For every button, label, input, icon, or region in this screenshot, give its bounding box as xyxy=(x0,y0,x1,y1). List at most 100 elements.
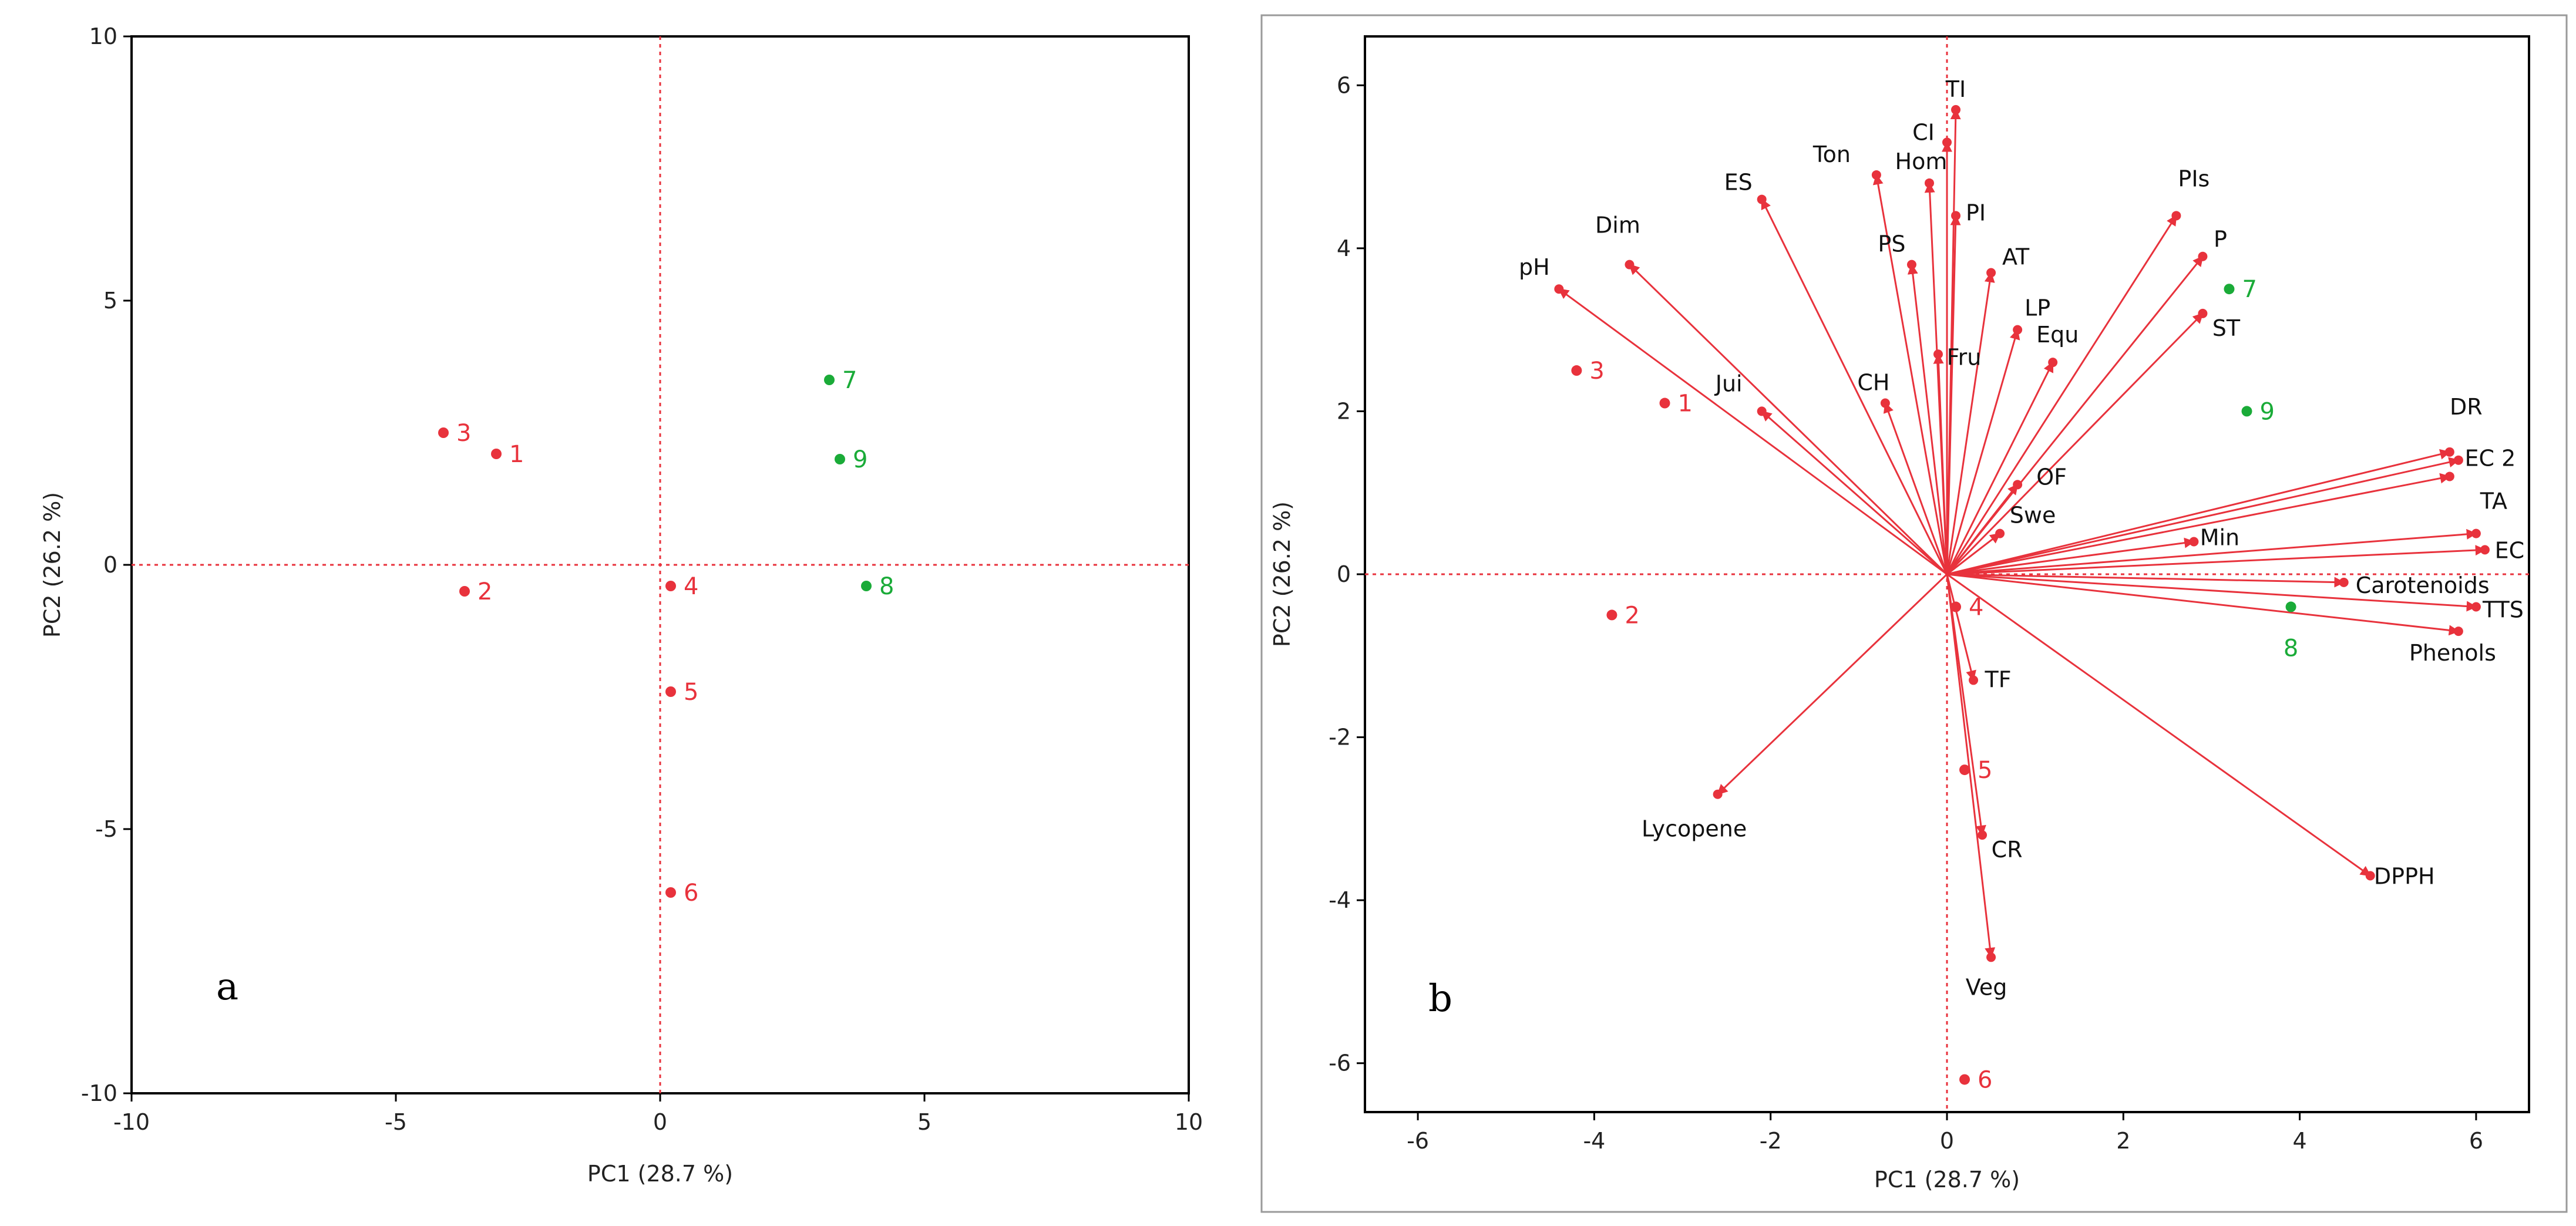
loading-vector-jui xyxy=(1761,410,1948,575)
loading-label-lycopene: Lycopene xyxy=(1642,816,1747,842)
loading-label-at: AT xyxy=(2002,244,2030,270)
sample-point-6 xyxy=(1959,1074,1970,1085)
loading-vector-pi xyxy=(1946,214,1961,575)
loading-vector-dr xyxy=(1946,449,2451,575)
panel-b-y-axis-label: PC2 (26.2 %) xyxy=(1269,501,1295,647)
loading-vector-tip xyxy=(2480,545,2490,555)
loading-label-of: OF xyxy=(2036,464,2067,490)
loading-vector-dpph xyxy=(1946,573,2372,877)
x-tick-label-6: 6 xyxy=(2469,1128,2483,1154)
sample-point-1 xyxy=(491,449,502,459)
sample-label-8: 8 xyxy=(2284,635,2298,662)
x-tick-label-10: 10 xyxy=(1175,1109,1203,1135)
loading-vector-tip xyxy=(1554,284,1564,294)
sample-point-2 xyxy=(1606,609,1617,621)
sample-label-5: 5 xyxy=(1978,757,1992,784)
panel-a-x-axis-ticks: -10 -5 0 5 10 xyxy=(113,1093,1203,1135)
loading-label-tf: TF xyxy=(1985,666,2012,692)
sample-label-9: 9 xyxy=(853,446,867,473)
loading-vector-swe xyxy=(1946,533,2001,575)
loading-vector-ps xyxy=(1907,263,1948,575)
x-tick-label-0: 0 xyxy=(1940,1128,1954,1154)
loading-label-st: ST xyxy=(2212,315,2241,341)
sample-label-1: 1 xyxy=(509,441,524,468)
panel-a-letter: a xyxy=(216,965,238,1009)
loading-vector-tip xyxy=(2198,308,2208,318)
sample-label-3: 3 xyxy=(1589,358,1604,385)
loading-vector-of xyxy=(1946,483,2019,575)
loading-label-dr: DR xyxy=(2450,394,2483,420)
loading-label-ps: PS xyxy=(1878,231,1905,257)
panel-a-origin-lines xyxy=(132,36,1189,1093)
loading-vector-tip xyxy=(2171,211,2181,221)
panel-b-letter: b xyxy=(1428,977,1452,1020)
loading-vector-tip xyxy=(2365,871,2375,881)
loading-vector-lycopene xyxy=(1717,573,1948,795)
loading-label-pi: PI xyxy=(1966,200,1986,225)
sample-point-8 xyxy=(2285,601,2296,612)
y-tick-label-10: -10 xyxy=(81,1080,117,1106)
loading-vector-tip xyxy=(2453,455,2463,465)
panel-b-x-axis-ticks: -6 -4 -2 0 2 4 6 xyxy=(1407,1112,2483,1154)
y-tick-label-5: 5 xyxy=(103,288,117,314)
loading-label-dim: Dim xyxy=(1595,213,1640,238)
loading-vector-tip xyxy=(2471,528,2481,538)
loading-vector-tts xyxy=(1946,573,2477,612)
panel-a-x-axis-label: PC1 (28.7 %) xyxy=(587,1161,733,1187)
loading-vector-tip xyxy=(1924,178,1934,188)
loading-vector-tip xyxy=(1757,406,1767,416)
loading-vector-tip xyxy=(1757,194,1767,204)
loading-vector-tip xyxy=(2189,537,2199,547)
sample-label-3: 3 xyxy=(456,420,471,447)
x-tick-label-2: -2 xyxy=(1760,1128,1782,1154)
panel-b-x-axis-label: PC1 (28.7 %) xyxy=(1874,1167,2020,1193)
loading-vector-tip xyxy=(2013,325,2023,335)
loading-vector-tip xyxy=(2444,471,2454,481)
sample-label-7: 7 xyxy=(842,367,857,394)
sample-label-7: 7 xyxy=(2242,276,2256,303)
loading-label-ci: CI xyxy=(1912,119,1935,145)
loading-vector-tip xyxy=(1951,211,1961,221)
loading-vector-ec xyxy=(1946,545,2486,575)
loading-label-ti: TI xyxy=(1945,76,1966,102)
loading-label-jui: Jui xyxy=(1714,371,1743,396)
x-tick-label-10: -10 xyxy=(113,1109,150,1135)
loading-vector-ph xyxy=(1558,288,1948,575)
sample-label-5: 5 xyxy=(684,679,698,706)
loading-label-phenols: Phenols xyxy=(2409,640,2496,666)
sample-point-3 xyxy=(438,427,449,438)
loading-vector-dim xyxy=(1629,264,1948,575)
sample-label-2: 2 xyxy=(477,578,492,605)
loading-vector-tip xyxy=(2453,627,2463,636)
sample-label-4: 4 xyxy=(684,573,698,600)
loading-vector-tip xyxy=(2471,602,2481,612)
loading-label-ton: Ton xyxy=(1812,142,1851,167)
loading-vector-ch xyxy=(1883,402,1948,575)
loading-vector-tip xyxy=(1995,528,2005,538)
panel-a-y-axis-ticks: -10 -5 0 5 10 xyxy=(81,23,132,1106)
sample-point-9 xyxy=(2241,406,2252,417)
panel-b-points: 1 2 3 4 5 6 7 8 9 xyxy=(1571,276,2298,1093)
loading-label-cr: CR xyxy=(1992,837,2023,863)
sample-label-6: 6 xyxy=(684,880,698,907)
loading-label-hom: Hom xyxy=(1895,149,1948,174)
panel-a-y-axis-label: PC2 (26.2 %) xyxy=(39,492,65,638)
sample-point-5 xyxy=(665,686,676,697)
loading-vector-tip xyxy=(2444,447,2454,457)
loading-vector-carotenoids xyxy=(1946,573,2345,588)
sample-point-2 xyxy=(459,586,470,597)
loading-vector-tip xyxy=(1969,675,1979,685)
loading-label-ta: TA xyxy=(2480,489,2507,514)
loading-label-lp: LP xyxy=(2025,295,2050,321)
x-tick-label-2: 2 xyxy=(2116,1128,2130,1154)
loading-label-swe: Swe xyxy=(2010,503,2056,528)
score-plot-panel-a: -10 -5 0 5 10 -10 -5 0 5 10 1 2 3 4 5 6 7 8 9 PC1 (28.7 … xyxy=(39,23,1203,1187)
loading-label-dpph: DPPH xyxy=(2374,864,2435,890)
loading-vector-tip xyxy=(2013,480,2023,490)
loading-vector-tf xyxy=(1946,574,1976,682)
loading-label-ec: EC xyxy=(2495,537,2525,563)
y-tick-label-0: 0 xyxy=(103,552,117,578)
loading-vector-min xyxy=(1946,537,2195,575)
loading-vector-tip xyxy=(1713,789,1723,799)
loading-vector-phenols xyxy=(1946,573,2460,636)
